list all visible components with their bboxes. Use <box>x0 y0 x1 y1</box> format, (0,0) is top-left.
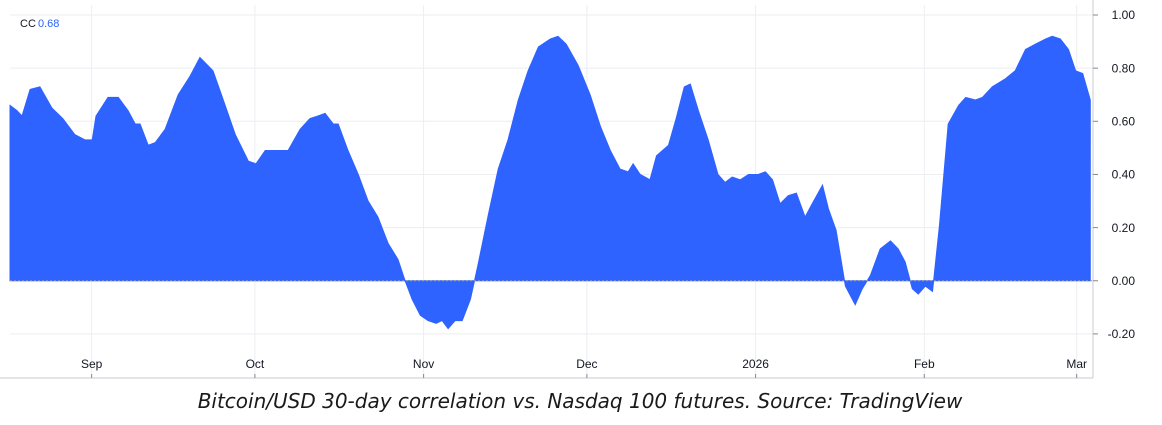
y-tick-label: 1.00 <box>1112 8 1136 22</box>
y-tick-label: 0.20 <box>1112 221 1136 235</box>
x-tick-label: Nov <box>413 357 434 371</box>
y-tick-label: 0.60 <box>1112 114 1136 128</box>
x-tick-label: 2026 <box>742 357 769 371</box>
y-tick-label: -0.20 <box>1108 327 1136 341</box>
legend-label: CC <box>20 18 36 30</box>
x-tick-label: Oct <box>246 357 265 371</box>
x-tick-label: Dec <box>576 357 597 371</box>
y-tick-label: 0.40 <box>1112 168 1136 182</box>
legend-value: 0.68 <box>38 18 59 30</box>
x-tick-label: Feb <box>914 357 935 371</box>
y-tick-label: 0.80 <box>1112 61 1136 75</box>
x-tick-label: Sep <box>81 357 103 371</box>
y-tick-label: 0.00 <box>1112 274 1136 288</box>
area <box>9 35 1091 330</box>
x-tick-label: Mar <box>1066 357 1087 371</box>
caption: Bitcoin/USD 30-day correlation vs. Nasda… <box>198 389 963 413</box>
plot: 1.00 0.80 0.60 0.40 0.20 0.00 -0.20 Sep Oct Nov De… <box>0 0 1136 379</box>
